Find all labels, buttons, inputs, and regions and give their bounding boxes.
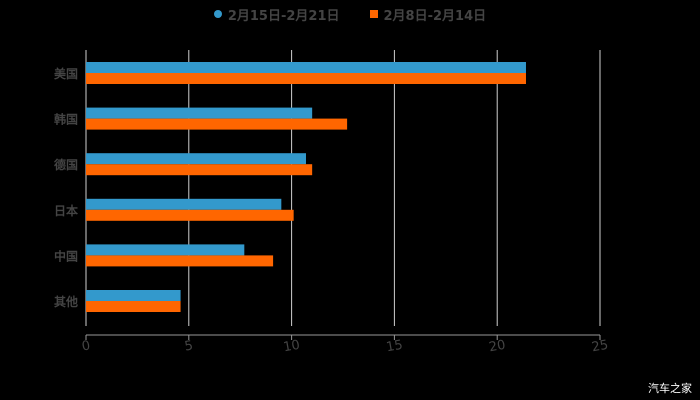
x-tick-label: 25: [591, 338, 610, 356]
legend-swatch-square-icon: [369, 10, 378, 18]
bar: [86, 290, 181, 301]
bar: [86, 164, 313, 176]
bar: [86, 301, 181, 312]
bar: [86, 118, 348, 130]
bar: [86, 255, 274, 267]
x-tick-label: 10: [282, 338, 301, 356]
bar: [86, 153, 306, 165]
bar: [86, 209, 294, 221]
legend-item-series-1[interactable]: 2月15日-2月21日: [213, 4, 340, 24]
category-label: 其他: [54, 294, 78, 309]
category-label: 中国: [54, 248, 78, 263]
bar: [86, 107, 313, 119]
legend-label: 2月15日-2月21日: [227, 8, 340, 24]
category-label: 韩国: [54, 112, 78, 127]
bar: [86, 62, 526, 73]
chart-legend: 2月15日-2月21日 2月8日-2月14日: [0, 4, 700, 24]
legend-item-series-2[interactable]: 2月8日-2月14日: [369, 4, 487, 24]
bar: [86, 73, 526, 84]
bar: [86, 244, 245, 256]
bar: [86, 198, 282, 210]
category-label: 日本: [54, 203, 78, 218]
x-tick-label: 15: [385, 338, 404, 356]
watermark: 汽车之家: [648, 382, 692, 395]
category-label: 德国: [54, 157, 78, 172]
x-tick-label: 5: [184, 338, 195, 354]
x-tick-label: 0: [81, 338, 92, 354]
legend-label: 2月8日-2月14日: [383, 8, 487, 24]
category-label: 美国: [54, 66, 78, 81]
legend-swatch-circle-icon: [213, 10, 222, 18]
x-tick-label: 20: [488, 338, 507, 356]
